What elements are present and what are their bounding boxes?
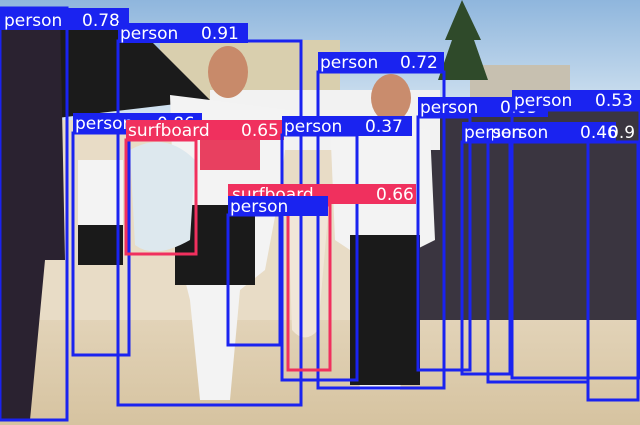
label-class: person	[420, 98, 478, 118]
surfboard-orange	[288, 206, 328, 338]
detection-person-10: 0.9	[586, 123, 640, 402]
label-class: person	[514, 91, 572, 111]
label-tag	[126, 120, 284, 140]
surfer-one-head	[208, 46, 248, 98]
label-score: 0.37	[365, 117, 403, 137]
beach-sand	[0, 320, 640, 425]
label-class: person	[230, 197, 288, 217]
label-class: person	[75, 114, 133, 134]
label-tag	[462, 122, 492, 142]
label-class: surfboard	[128, 121, 210, 141]
label-class: person	[284, 117, 342, 137]
label-tag	[488, 122, 616, 142]
label-class: person	[120, 24, 178, 44]
tree	[438, 0, 488, 80]
person-left-shorts	[78, 225, 123, 265]
tent-canopy	[40, 30, 210, 120]
person-left-white-shirt	[78, 160, 123, 230]
detection-surfboard-1: surfboard 0.65	[124, 120, 284, 256]
label-tag	[282, 116, 412, 136]
label-tag	[318, 52, 444, 72]
label-score: 0.46	[580, 123, 618, 143]
label-score: 0.78	[82, 11, 120, 31]
bbox	[586, 140, 640, 402]
label-tag	[228, 196, 328, 216]
label-tag	[512, 90, 640, 110]
label-class: person	[4, 11, 62, 31]
left-person-shape	[0, 10, 65, 420]
surfer-two-head	[371, 74, 411, 122]
surfer-two-wetsuit	[350, 235, 420, 385]
label-score: 0.9	[608, 123, 635, 143]
detection-person-7: person 0.53	[510, 90, 640, 380]
label-score: 0.65	[241, 121, 279, 141]
detection-person-3: person 0.72	[316, 52, 446, 390]
label-tag	[0, 8, 129, 30]
label-score: 0.72	[400, 53, 438, 73]
detection-overlay: person 0.78 person 0.91 person 0.72 pers…	[0, 6, 640, 422]
detection-person-5: person 0.37	[280, 116, 412, 382]
label-class: person	[320, 53, 378, 73]
label-class: person	[490, 123, 548, 143]
detection-person-9: person	[460, 122, 522, 376]
detection-person-11: person	[226, 196, 328, 347]
detection-person-8: person 0.46	[486, 122, 618, 384]
label-tag	[118, 23, 248, 43]
detection-person-1: person 0.78	[0, 6, 129, 422]
surfboard-white	[130, 142, 195, 252]
label-score: 0.91	[201, 24, 239, 44]
label-score: 0.66	[376, 185, 414, 205]
label-class: person	[464, 123, 522, 143]
label-score: 0.53	[595, 91, 633, 111]
detection-person-2: person 0.91	[116, 23, 303, 407]
